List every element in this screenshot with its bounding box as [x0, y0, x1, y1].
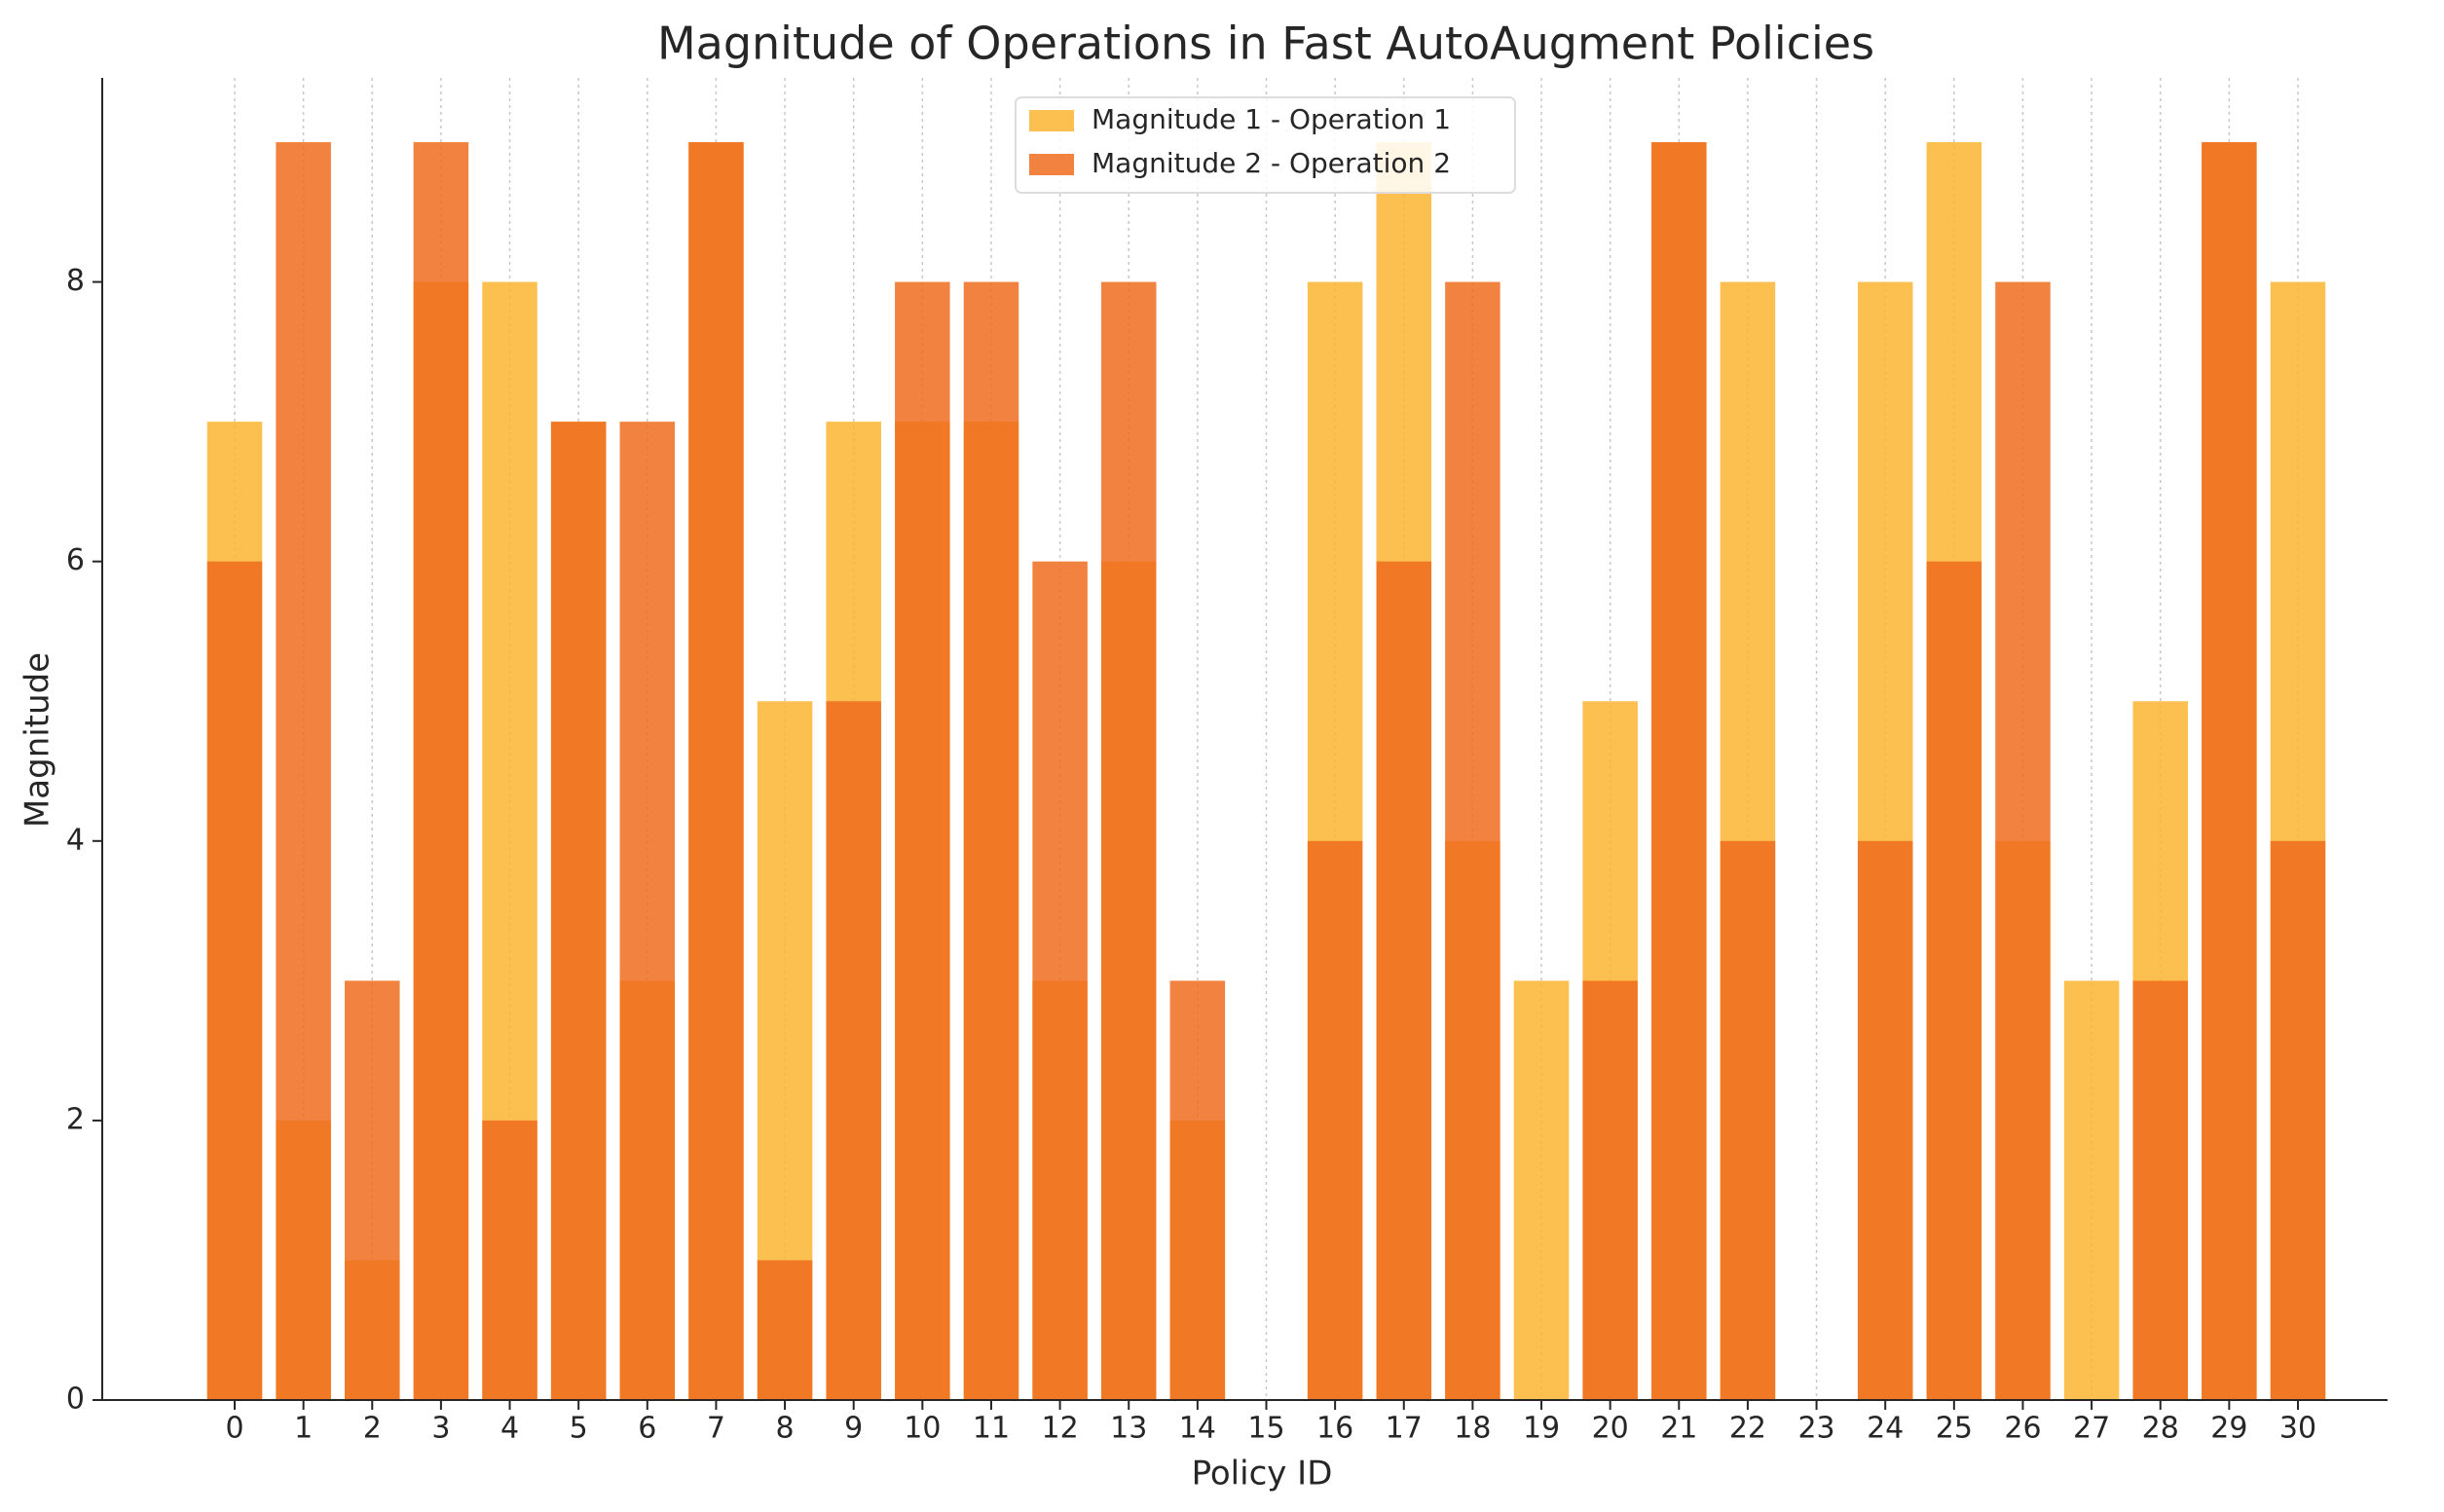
x-tick-label: 7	[707, 1412, 725, 1446]
bar	[1857, 840, 1913, 1400]
x-tick-label: 19	[1523, 1412, 1560, 1446]
bar	[1032, 561, 1088, 1400]
bar	[482, 1120, 537, 1400]
y-tick-label: 4	[66, 823, 85, 857]
legend-swatch	[1029, 110, 1074, 131]
bar	[2063, 980, 2120, 1400]
bar	[1376, 561, 1432, 1400]
x-tick-label: 12	[1042, 1412, 1079, 1446]
x-tick-label: 30	[2279, 1412, 2316, 1446]
y-tick-label: 8	[66, 264, 85, 298]
legend-box	[1015, 96, 1516, 194]
legend-label: Magnitude 1 - Operation 1	[1092, 103, 1451, 135]
bar	[2132, 980, 2188, 1400]
bar	[619, 422, 676, 1400]
x-axis-label: Policy ID	[1192, 1455, 1333, 1494]
x-tick-label: 22	[1729, 1412, 1766, 1446]
x-tick-label: 8	[776, 1412, 795, 1446]
x-tick-label: 3	[431, 1412, 450, 1446]
x-tick-label: 28	[2142, 1412, 2179, 1446]
x-tick-label: 5	[570, 1412, 588, 1446]
bar	[688, 142, 744, 1401]
bar	[1926, 561, 1982, 1400]
x-tick-label: 27	[2073, 1412, 2110, 1446]
x-tick-label: 25	[1936, 1412, 1973, 1446]
y-tick-label: 2	[66, 1102, 85, 1136]
x-tick-label: 17	[1386, 1412, 1423, 1446]
chart-title: Magnitude of Operations in Fast AutoAugm…	[657, 18, 1874, 70]
bar	[1720, 840, 1776, 1400]
legend: Magnitude 1 - Operation 1 Magnitude 2 - O…	[1015, 96, 1516, 194]
x-tick-label: 9	[844, 1412, 863, 1446]
x-tick-label: 13	[1110, 1412, 1147, 1446]
legend-label: Magnitude 2 - Operation 2	[1092, 147, 1451, 179]
bar	[963, 281, 1019, 1400]
x-tick-label: 24	[1867, 1412, 1904, 1446]
bar	[1582, 980, 1638, 1400]
bar	[1513, 980, 1570, 1400]
y-tick-label: 0	[66, 1383, 85, 1417]
bar	[550, 422, 607, 1400]
bar	[206, 561, 263, 1400]
x-tick-label: 2	[363, 1412, 382, 1446]
x-tick-label: 26	[2004, 1412, 2041, 1446]
bar	[1651, 142, 1707, 1401]
bar	[1307, 840, 1363, 1400]
x-tick-label: 20	[1592, 1412, 1629, 1446]
bar	[1995, 281, 2051, 1400]
bar	[345, 980, 400, 1400]
bar	[2202, 142, 2257, 1401]
legend-swatch	[1029, 154, 1074, 175]
x-tick-label: 1	[294, 1412, 313, 1446]
bar	[1445, 281, 1500, 1400]
x-tick-label: 29	[2210, 1412, 2247, 1446]
y-tick-label: 6	[66, 543, 85, 577]
bar	[276, 142, 331, 1401]
x-tick-label: 10	[904, 1412, 941, 1446]
x-tick-label: 15	[1247, 1412, 1284, 1446]
bar	[413, 142, 469, 1401]
bar	[757, 1260, 813, 1400]
x-tick-label: 14	[1179, 1412, 1216, 1446]
y-axis-label: Magnitude	[19, 652, 57, 828]
bar	[826, 701, 881, 1400]
bar	[2270, 840, 2326, 1400]
x-tick-label: 21	[1660, 1412, 1697, 1446]
bar	[1169, 980, 1226, 1400]
x-tick-label: 4	[500, 1412, 519, 1446]
x-tick-label: 0	[225, 1412, 243, 1446]
x-tick-label: 16	[1316, 1412, 1353, 1446]
bar	[1100, 281, 1157, 1400]
x-tick-label: 6	[638, 1412, 656, 1446]
x-tick-label: 23	[1797, 1412, 1834, 1446]
bar	[895, 281, 950, 1400]
x-tick-label: 18	[1454, 1412, 1491, 1446]
x-tick-label: 11	[973, 1412, 1010, 1446]
